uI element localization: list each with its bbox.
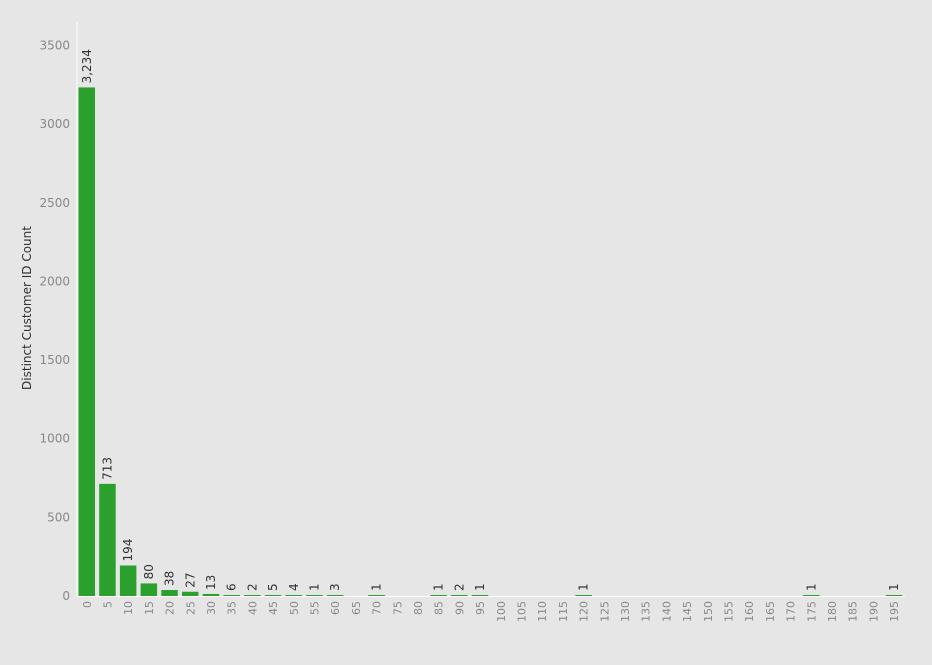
bar-value-label: 80 (142, 564, 156, 579)
x-tick-label: 5 (101, 601, 114, 608)
x-tick-label: 30 (205, 601, 218, 615)
bar (223, 595, 240, 596)
bar (202, 593, 220, 596)
y-tick-label: 3500 (39, 39, 70, 53)
y-tick-label: 0 (62, 589, 70, 603)
bar (471, 595, 489, 596)
x-tick-label: 40 (246, 601, 259, 615)
bar-value-label: 3 (328, 583, 342, 591)
x-tick-label: 160 (743, 601, 756, 622)
x-tick-label: 165 (764, 601, 777, 622)
y-tick-label: 2000 (39, 274, 70, 288)
bar-value-label: 1 (887, 583, 901, 591)
bar-value-label: 5 (266, 583, 280, 591)
x-tick-label: 60 (329, 601, 342, 615)
x-tick-label: 65 (350, 601, 363, 615)
y-tick-label: 3000 (39, 117, 70, 131)
x-tick-label: 140 (660, 601, 673, 622)
bar (244, 595, 261, 596)
x-tick-label: 180 (826, 601, 839, 622)
bar-value-label: 6 (225, 583, 239, 591)
x-tick-label: 75 (391, 601, 404, 615)
x-tick-label: 0 (81, 601, 94, 608)
x-tick-label: 45 (267, 601, 280, 615)
x-tick-label: 135 (640, 601, 653, 622)
y-tick-label: 2500 (39, 196, 70, 210)
bar (182, 591, 199, 596)
x-ticks: 0 5 10 15 20 25 30 35 40 45 50 55 60 65 70 75 80 85 90 95 10… (81, 601, 901, 622)
bar-value-label: 1 (370, 583, 384, 591)
x-tick-label: 190 (867, 601, 880, 622)
bar (78, 87, 95, 596)
x-tick-label: 90 (453, 601, 466, 615)
y-tick-label: 1500 (39, 353, 70, 367)
bar-value-label: 1 (432, 583, 446, 591)
bar-value-label: 194 (121, 539, 135, 562)
bar (430, 595, 447, 596)
x-tick-label: 105 (515, 601, 528, 622)
x-tick-label: 175 (805, 601, 818, 622)
x-tick-label: 125 (598, 601, 611, 622)
x-tick-label: 150 (702, 601, 715, 622)
bar-value-label: 1 (804, 583, 818, 591)
y-axis-title: Distinct Customer ID Count (20, 226, 34, 390)
bar-value-label: 38 (163, 571, 177, 586)
x-tick-label: 35 (226, 601, 239, 615)
bar (326, 595, 344, 596)
bar (161, 590, 178, 596)
bar (885, 595, 903, 596)
x-tick-label: 50 (288, 601, 301, 615)
x-tick-label: 25 (184, 601, 197, 615)
bar-value-label: 3,234 (80, 49, 94, 83)
bar-value-label: 1 (307, 583, 321, 591)
x-tick-label: 10 (122, 601, 135, 615)
bar-value-label: 27 (183, 572, 197, 587)
x-tick-label: 15 (143, 601, 156, 615)
bar (803, 595, 820, 596)
x-tick-label: 70 (371, 601, 384, 615)
x-tick-label: 130 (619, 601, 632, 622)
x-tick-label: 145 (681, 601, 694, 622)
bar (575, 595, 592, 596)
bars (78, 87, 903, 596)
bar (264, 595, 282, 596)
x-tick-label: 185 (847, 601, 860, 622)
bar-value-label: 2 (452, 583, 466, 591)
bar-value-label: 13 (204, 575, 218, 590)
bar (285, 595, 302, 596)
x-tick-label: 170 (785, 601, 798, 622)
bar (451, 595, 468, 596)
bar (306, 595, 323, 596)
y-ticks: 0 500 1000 1500 2000 2500 3000 3500 (39, 39, 70, 603)
x-tick-label: 195 (888, 601, 901, 622)
bar-value-label: 713 (100, 457, 114, 480)
bar-value-label: 4 (287, 583, 301, 591)
bar (99, 483, 116, 596)
bar (368, 595, 385, 596)
x-tick-label: 85 (433, 601, 446, 615)
y-tick-label: 1000 (39, 432, 70, 446)
bar-value-label: 2 (245, 583, 259, 591)
bar (140, 583, 158, 596)
x-tick-label: 120 (578, 601, 591, 622)
x-tick-label: 115 (557, 601, 570, 622)
y-tick-label: 500 (47, 510, 70, 524)
bar-value-label: 1 (473, 583, 487, 591)
bar-value-label: 1 (577, 583, 591, 591)
x-tick-label: 95 (474, 601, 487, 615)
x-tick-label: 110 (536, 601, 549, 622)
x-tick-label: 55 (308, 601, 321, 615)
x-tick-label: 80 (412, 601, 425, 615)
x-tick-label: 100 (495, 601, 508, 622)
bar (119, 565, 137, 596)
x-tick-label: 20 (164, 601, 177, 615)
x-tick-label: 155 (722, 601, 735, 622)
